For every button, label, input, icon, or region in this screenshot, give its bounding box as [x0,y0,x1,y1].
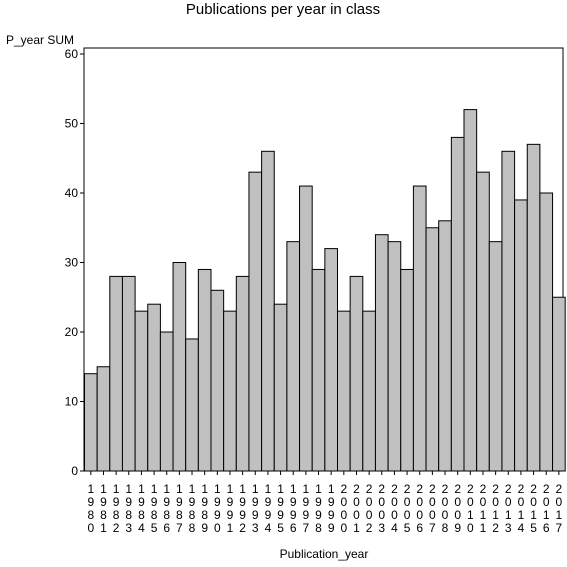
bar-2001 [349,275,364,472]
y-axis: 0 10 20 30 40 50 60 [65,47,84,478]
bar-2009 [450,136,465,472]
bar-2004 [387,241,402,472]
bar-2002 [362,310,376,472]
bar-1991 [223,310,237,472]
bar-1982 [109,275,123,472]
y-tick-label: 40 [65,186,79,200]
bar-2010 [463,109,478,472]
bar-2015 [526,143,541,472]
chart-title: Publications per year in class [186,1,380,18]
bar-1981 [96,366,111,472]
bar-2013 [501,150,516,472]
y-tick-label: 30 [65,256,79,270]
y-axis-label: P_year SUM [6,33,74,47]
bar-2006 [412,185,427,472]
bar-1985 [147,303,161,472]
bar-1992 [235,275,250,472]
bar-2012 [488,241,503,472]
y-tick-label: 0 [71,464,78,478]
bar-1997 [299,185,313,472]
bar-1984 [134,310,149,472]
bar-1980 [84,373,98,472]
bar-2017 [552,296,566,472]
y-tick-label: 20 [65,325,79,339]
bar-2000 [337,310,351,472]
bar-1995 [273,303,288,472]
bar-2007 [425,227,440,472]
bar-1989 [197,268,212,472]
bar-series [84,109,566,472]
x-axis-label: Publication_year [280,547,369,561]
bar-1994 [261,150,275,472]
bar-1986 [159,331,174,472]
y-tick-label: 60 [65,47,79,61]
bar-1999 [324,248,339,472]
y-tick-label: 50 [65,117,79,131]
bar-1996 [286,241,301,472]
bar-2003 [374,234,389,472]
bar-1998 [311,268,326,472]
bar-2008 [438,220,452,472]
y-tick-label: 10 [65,395,79,409]
bar-2005 [400,268,414,472]
bar-2016 [539,192,554,472]
bar-2014 [514,199,528,472]
x-axis: 1 9 8 0 1 9 8 1 1 9 8 2 1 9 8 3 1 9 8 4 1 9 8 5 1 9 8 6 1 9 8 7 1 9 8 8 1 9 8 9… [87,471,563,535]
bar-1988 [185,338,199,472]
bar-1983 [121,275,136,472]
bar-1990 [210,289,225,472]
bar-1987 [172,262,187,472]
bar-2011 [476,171,490,472]
bar-1993 [248,171,263,472]
